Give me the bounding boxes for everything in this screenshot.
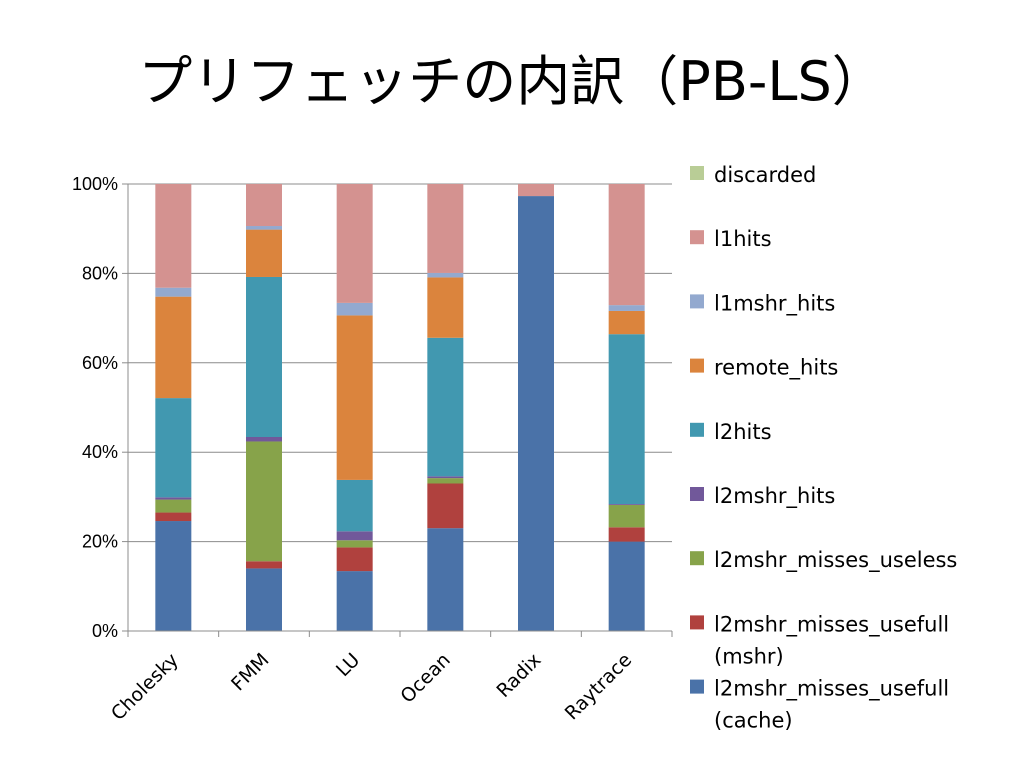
bar-segment bbox=[427, 478, 464, 484]
bar-segment bbox=[336, 540, 373, 548]
bar-segment bbox=[427, 277, 464, 338]
legend-label-line: (cache) bbox=[714, 709, 793, 733]
legend-label-line: l1hits bbox=[714, 227, 772, 251]
bar-segment bbox=[246, 226, 282, 230]
bar-segment bbox=[155, 521, 192, 631]
bar-segment bbox=[427, 476, 464, 479]
bar-segment bbox=[246, 437, 282, 442]
y-tick-label: 80% bbox=[82, 263, 118, 283]
bar-segment bbox=[608, 504, 645, 528]
bar-segment bbox=[155, 296, 192, 399]
y-tick-label: 60% bbox=[82, 353, 118, 373]
bar-segment bbox=[608, 305, 645, 311]
bar-segment bbox=[246, 441, 282, 562]
legend-swatch bbox=[690, 551, 704, 566]
legend-label: l2hits bbox=[714, 420, 772, 444]
bar-segment bbox=[336, 531, 373, 541]
bar-segment bbox=[608, 334, 645, 505]
bar-segment bbox=[608, 504, 645, 505]
legend-label: l1mshr_hits bbox=[714, 291, 835, 316]
legend-label-line: l2mshr_misses_usefull bbox=[714, 677, 949, 702]
bar-segment bbox=[155, 497, 192, 500]
bar-segment bbox=[155, 287, 192, 297]
bar-segment bbox=[336, 479, 373, 532]
legend-label: l2mshr_hits bbox=[714, 484, 835, 509]
bar-segment bbox=[246, 276, 282, 438]
bar-segment bbox=[608, 310, 645, 335]
bar-segment bbox=[155, 398, 192, 498]
bar-segment bbox=[608, 527, 645, 542]
legend-label-line: l2mshr_misses_usefull bbox=[714, 612, 949, 637]
legend-label-line: (mshr) bbox=[714, 644, 784, 668]
y-tick-label: 100% bbox=[72, 174, 118, 194]
bar-segment bbox=[246, 229, 282, 277]
x-category-label: FMM bbox=[227, 649, 273, 695]
bar-segment bbox=[336, 571, 373, 631]
x-category-label: Cholesky bbox=[107, 649, 183, 725]
legend-label-line: l2mshr_hits bbox=[714, 484, 835, 509]
legend-swatch bbox=[690, 679, 704, 694]
x-category-label: Ocean bbox=[396, 649, 455, 708]
bar-segment bbox=[336, 184, 373, 303]
legend-swatch bbox=[690, 166, 704, 180]
x-category-label: Raytrace bbox=[561, 649, 636, 724]
legend-swatch bbox=[690, 294, 704, 309]
bar-segment bbox=[427, 272, 464, 278]
y-tick-label: 0% bbox=[92, 621, 118, 641]
bar-segment bbox=[155, 184, 192, 288]
slide-title: プリフェッチの内訳（PB-LS） bbox=[138, 50, 886, 113]
bar-segment bbox=[246, 561, 282, 569]
legend-label: l1hits bbox=[714, 227, 772, 251]
x-category-label: Radix bbox=[492, 649, 545, 702]
bar-segment bbox=[246, 568, 282, 631]
y-tick-label: 40% bbox=[82, 442, 118, 462]
bar-segment bbox=[518, 184, 554, 197]
legend-label: remote_hits bbox=[714, 356, 838, 381]
y-tick-label: 20% bbox=[82, 532, 118, 552]
legend-label: l2mshr_misses_useless bbox=[714, 548, 957, 573]
legend-label-line: l2mshr_misses_useless bbox=[714, 548, 957, 573]
legend-swatch bbox=[690, 615, 704, 630]
legend-swatch bbox=[690, 230, 704, 245]
bar-segment bbox=[155, 512, 192, 522]
bar-segment bbox=[427, 483, 464, 529]
legend-swatch bbox=[690, 358, 704, 373]
legend-label-line: remote_hits bbox=[714, 356, 838, 381]
legend-label-line: discarded bbox=[714, 163, 816, 187]
legend-label-line: l1mshr_hits bbox=[714, 291, 835, 316]
legend-label: discarded bbox=[714, 163, 816, 187]
bar-segment bbox=[155, 499, 192, 513]
bar-segment bbox=[427, 528, 464, 631]
legend-swatch bbox=[690, 487, 704, 501]
bar-segment bbox=[336, 302, 373, 316]
legend-label: l2mshr_misses_usefull (cache) bbox=[714, 677, 949, 733]
legend-label-line: l2hits bbox=[714, 420, 772, 444]
gridlines bbox=[128, 183, 672, 632]
bar-segment bbox=[608, 541, 645, 631]
bar-segment bbox=[427, 184, 464, 273]
bar-segment bbox=[518, 196, 554, 631]
bar-segment bbox=[336, 547, 373, 572]
bar-segment bbox=[427, 337, 464, 477]
bars bbox=[155, 184, 645, 631]
legend-swatch bbox=[690, 422, 704, 437]
bar-segment bbox=[336, 315, 373, 480]
bar-segment bbox=[246, 184, 282, 227]
x-category-label: LU bbox=[332, 649, 364, 681]
legend-label: l2mshr_misses_usefull (mshr) bbox=[714, 612, 949, 668]
bar-segment bbox=[608, 184, 645, 306]
legend: discarded l1hits l1mshr_hits remote_hits l2h… bbox=[690, 163, 957, 733]
